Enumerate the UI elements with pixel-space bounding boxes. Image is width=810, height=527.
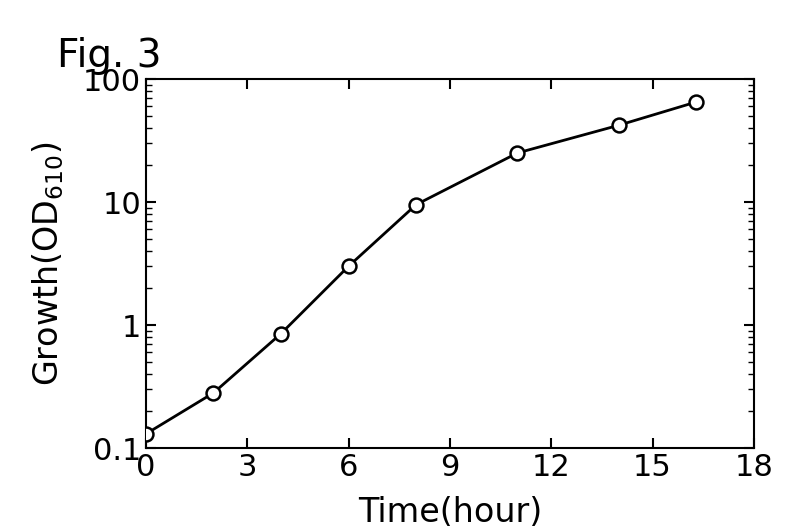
X-axis label: Time(hour): Time(hour) xyxy=(357,496,542,527)
Text: Fig. 3: Fig. 3 xyxy=(57,37,161,75)
Y-axis label: Growth(OD$_{610}$): Growth(OD$_{610}$) xyxy=(31,141,66,386)
